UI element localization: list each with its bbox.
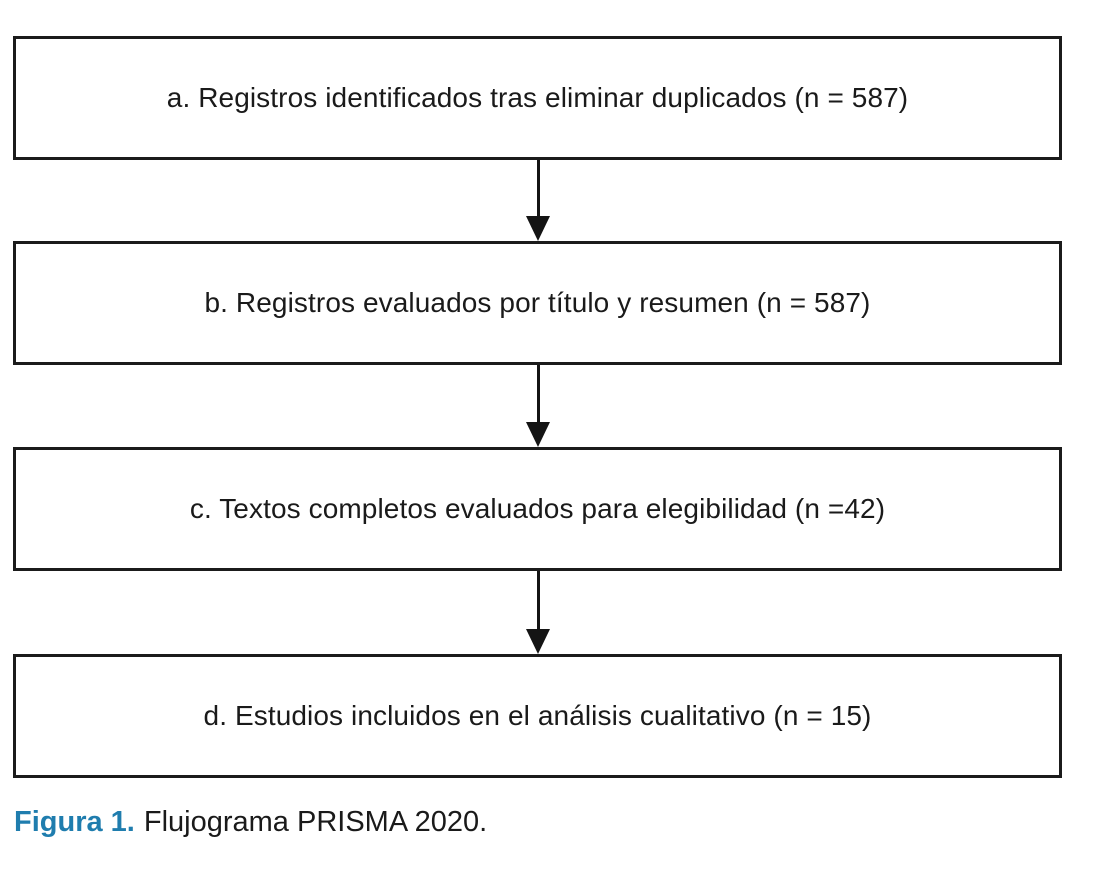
flow-box-included: d. Estudios incluidos en el análisis cua…: [13, 654, 1062, 778]
arrow-head: [526, 629, 550, 654]
down-arrow-icon: [526, 365, 550, 447]
arrow-shaft: [536, 571, 540, 629]
arrow-head: [526, 216, 550, 241]
down-arrow-icon: [526, 571, 550, 654]
arrow-shaft: [536, 160, 540, 216]
figure-caption-text: Flujograma PRISMA 2020.: [143, 806, 488, 838]
down-arrow-icon: [526, 160, 550, 241]
flow-box-label: b. Registros evaluados por título y resu…: [204, 287, 871, 319]
flow-box-label: c. Textos completos evaluados para elegi…: [189, 493, 886, 525]
arrow-head: [526, 422, 550, 447]
figure-caption: Figura 1. Flujograma PRISMA 2020.: [14, 806, 487, 839]
flow-box-identified: a. Registros identificados tras eliminar…: [13, 36, 1062, 160]
flow-box-label: a. Registros identificados tras eliminar…: [166, 82, 909, 114]
flow-box-screened: b. Registros evaluados por título y resu…: [13, 241, 1062, 365]
flow-box-eligibility: c. Textos completos evaluados para elegi…: [13, 447, 1062, 571]
flow-box-label: d. Estudios incluidos en el análisis cua…: [203, 700, 872, 732]
figure-caption-label: Figura 1.: [14, 806, 135, 838]
arrow-shaft: [536, 365, 540, 422]
